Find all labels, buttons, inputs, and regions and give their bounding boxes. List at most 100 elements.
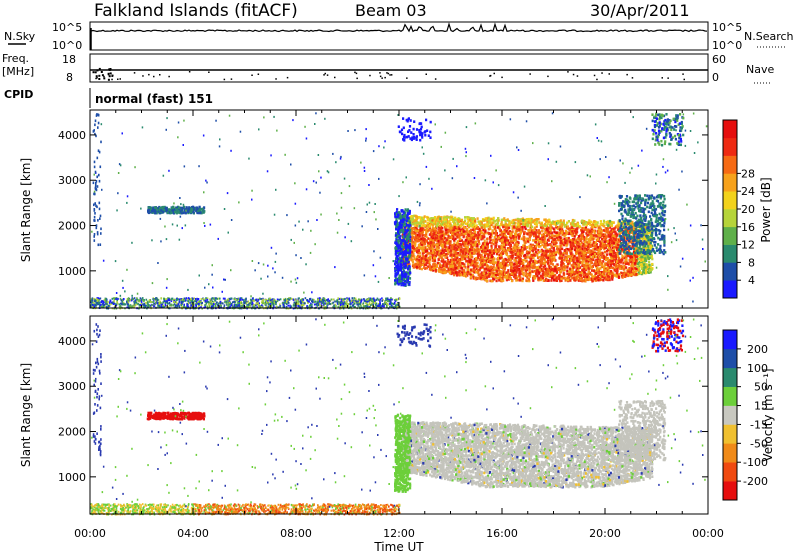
scatter-point (472, 217, 475, 220)
scatter-point (524, 222, 527, 225)
scatter-point (444, 271, 447, 274)
scatter-point (449, 271, 452, 275)
scatter-point (542, 265, 545, 269)
scatter-point (537, 248, 540, 252)
scatter-point (544, 271, 547, 275)
scatter-point (440, 256, 443, 259)
scatter-point (463, 244, 466, 248)
scatter-point (551, 240, 555, 244)
scatter-point (572, 258, 576, 262)
scatter-point (545, 278, 548, 282)
scatter-point (553, 222, 556, 226)
scatter-point (620, 231, 623, 234)
scatter-point (632, 255, 635, 259)
scatter-point (421, 224, 424, 227)
scatter-point (589, 245, 592, 248)
scatter-point (422, 259, 425, 263)
scatter-point (582, 230, 585, 234)
scatter-point (500, 218, 503, 222)
scatter-point (615, 264, 618, 267)
scatter-point (488, 253, 491, 257)
scatter-point (503, 233, 506, 237)
scatter-point (559, 244, 562, 248)
scatter-point (459, 249, 463, 252)
scatter-point (605, 223, 608, 226)
scatter-point (605, 258, 608, 262)
scatter-point (520, 254, 523, 258)
scatter-point (424, 246, 427, 249)
scatter-point (411, 259, 414, 262)
scatter-point (452, 237, 455, 241)
nave-point (334, 76, 336, 79)
scatter-point (452, 231, 455, 234)
scatter-point (441, 234, 444, 237)
scatter-point (642, 270, 645, 274)
nave-point (223, 78, 226, 81)
scatter-point (610, 276, 613, 280)
scatter-point (596, 246, 599, 249)
scatter-point (530, 255, 533, 258)
scatter-point (459, 251, 462, 254)
scatter-point (610, 250, 613, 254)
scatter-point (436, 224, 439, 227)
scatter-point (611, 235, 614, 239)
scatter-point (603, 246, 606, 250)
scatter-point (486, 223, 489, 227)
scatter-point (410, 241, 413, 245)
scatter-point (575, 252, 578, 256)
scatter-point (532, 256, 535, 260)
scatter-point (421, 216, 424, 220)
scatter-point (505, 278, 508, 282)
scatter-point (433, 245, 436, 248)
scatter-point (429, 268, 432, 271)
scatter-point (611, 259, 614, 262)
scatter-point (614, 258, 617, 262)
scatter-point (437, 215, 440, 219)
scatter-point (442, 219, 445, 223)
scatter-point (446, 224, 449, 228)
scatter-point (448, 246, 451, 250)
scatter-point (541, 262, 544, 266)
scatter-point (457, 266, 460, 270)
cpid-label: CPID (4, 88, 33, 101)
scatter-point (482, 272, 485, 275)
scatter-point (448, 229, 451, 233)
scatter-point (534, 266, 537, 269)
scatter-point (601, 252, 604, 255)
scatter-point (418, 255, 421, 259)
scatter-point (603, 269, 606, 273)
scatter-point (498, 245, 501, 248)
scatter-point (405, 233, 408, 236)
scatter-point (556, 263, 559, 266)
scatter-point (629, 273, 632, 277)
scatter-point (534, 247, 537, 251)
scatter-point (552, 242, 555, 246)
scatter-point (471, 255, 474, 259)
scatter-point (530, 218, 533, 221)
scatter-point (445, 261, 448, 265)
scatter-point (597, 275, 600, 278)
scatter-point (631, 263, 634, 267)
scatter-point (602, 219, 606, 223)
scatter-point (468, 249, 471, 253)
scatter-point (550, 224, 553, 227)
scatter-point (630, 231, 633, 234)
scatter-point (474, 262, 477, 266)
scatter-point (453, 254, 456, 257)
scatter-point (573, 270, 576, 274)
scatter-point (426, 257, 429, 261)
scatter-point (532, 275, 535, 278)
scatter-point (500, 254, 503, 257)
scatter-point (610, 222, 613, 226)
scatter-point (486, 279, 489, 282)
scatter-point (441, 254, 444, 258)
scatter-point (469, 236, 472, 239)
scatter-point (518, 272, 521, 275)
scatter-point (571, 276, 574, 280)
scatter-point (606, 266, 609, 270)
scatter-point (451, 265, 454, 268)
scatter-point (552, 268, 555, 271)
scatter-point (540, 222, 543, 226)
scatter-point (453, 247, 456, 251)
scatter-point (416, 224, 419, 228)
